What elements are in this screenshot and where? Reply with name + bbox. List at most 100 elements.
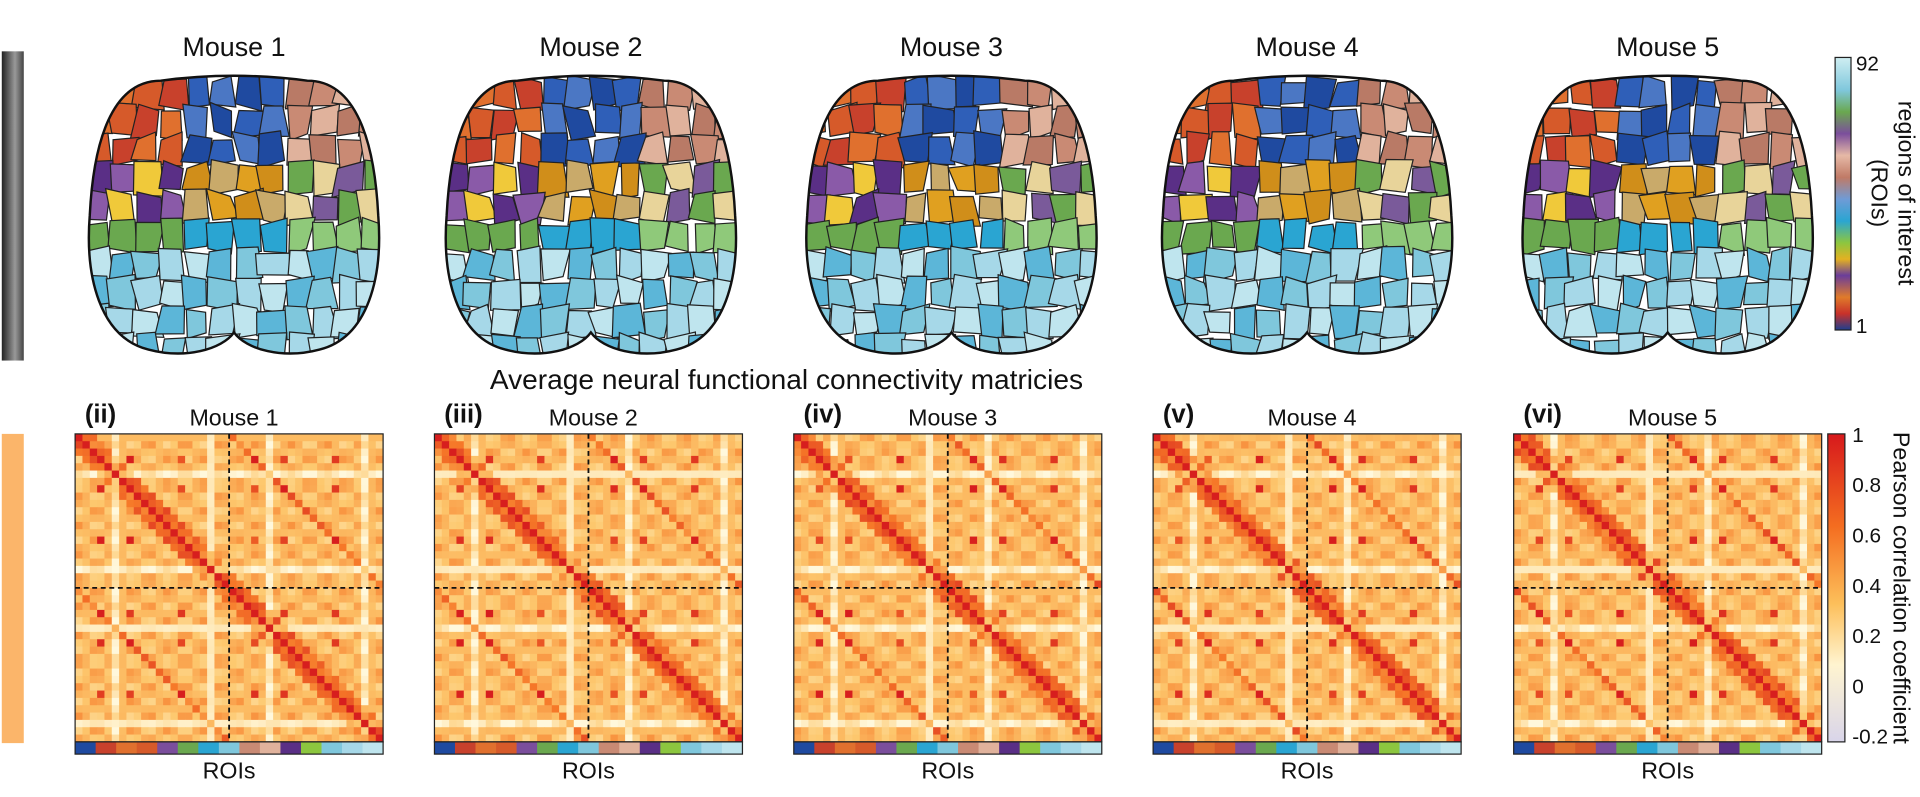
- matrix-cell: [486, 603, 494, 611]
- matrix-cell: [295, 610, 303, 618]
- matrix-cell: [75, 573, 83, 581]
- matrix-cell: [955, 537, 963, 545]
- matrix-cell: [185, 529, 193, 537]
- matrix-cell: [698, 654, 706, 662]
- matrix-cell: [618, 441, 626, 449]
- roi-cell: [181, 135, 212, 164]
- matrix-cell: [361, 449, 369, 457]
- matrix-cell: [522, 559, 530, 567]
- matrix-cell: [1006, 537, 1014, 545]
- matrix-cell: [376, 625, 384, 633]
- matrix-cell: [156, 610, 164, 618]
- matrix-cell: [698, 559, 706, 567]
- matrix-cell: [647, 471, 655, 479]
- matrix-cell: [830, 551, 838, 559]
- matrix-cell: [310, 669, 318, 677]
- roi-cell: [800, 336, 829, 363]
- matrix-cell: [493, 669, 501, 677]
- roi-cell: [1790, 192, 1820, 222]
- matrix-cell: [317, 478, 325, 486]
- matrix-cell: [889, 456, 897, 464]
- matrix-cell: [1043, 471, 1051, 479]
- matrix-cell: [992, 544, 1000, 552]
- matrix-cell: [684, 727, 692, 735]
- matrix-cell: [214, 485, 222, 493]
- matrix-cell: [860, 485, 868, 493]
- matrix-cell: [478, 595, 486, 603]
- matrix-cell: [698, 573, 706, 581]
- matrix-cell: [346, 456, 354, 464]
- matrix-cell: [148, 500, 156, 508]
- matrix-cell: [97, 493, 105, 501]
- matrix-cell: [148, 478, 156, 486]
- matrix-cell: [640, 720, 648, 728]
- matrix-cell: [1094, 522, 1102, 530]
- matrix-cell: [984, 441, 992, 449]
- matrix-cell: [574, 647, 582, 655]
- matrix-cell: [134, 544, 142, 552]
- matrix-cell: [200, 522, 208, 530]
- matrix-cell: [867, 566, 875, 574]
- matrix-cell: [662, 625, 670, 633]
- matrix-cell: [962, 507, 970, 515]
- matrix-cell: [376, 676, 384, 684]
- matrix-cell: [302, 529, 310, 537]
- matrix-cell: [662, 515, 670, 523]
- matrix-cell: [676, 441, 684, 449]
- matrix-cell: [566, 463, 574, 471]
- matrix-cell: [200, 551, 208, 559]
- matrix-cell: [178, 727, 186, 735]
- matrix-cell: [170, 500, 178, 508]
- matrix-cell: [816, 485, 824, 493]
- matrix-cell: [163, 478, 171, 486]
- matrix-cell: [310, 625, 318, 633]
- matrix-cell: [559, 625, 567, 633]
- matrix-cell: [552, 720, 560, 728]
- matrix-cell: [823, 463, 831, 471]
- matrix-cell: [816, 500, 824, 508]
- matrix-cell: [1006, 529, 1014, 537]
- matrix-cell: [207, 610, 215, 618]
- matrix-cell: [691, 529, 699, 537]
- matrix-cell: [82, 647, 90, 655]
- matrix-cell: [874, 471, 882, 479]
- matrix-cell: [493, 515, 501, 523]
- matrix-cell: [596, 566, 604, 574]
- matrix-cell: [735, 500, 743, 508]
- matrix-cell: [720, 727, 728, 735]
- matrix-cell: [207, 537, 215, 545]
- matrix-cell: [992, 456, 1000, 464]
- matrix-cell: [464, 610, 472, 618]
- matrix-cell: [236, 720, 244, 728]
- matrix-cell: [214, 647, 222, 655]
- matrix-cell: [566, 566, 574, 574]
- matrix-cell: [302, 727, 310, 735]
- matrix-cell: [346, 698, 354, 706]
- matrix-cell: [713, 559, 721, 567]
- matrix-cell: [647, 478, 655, 486]
- matrix-cell: [251, 463, 259, 471]
- matrix-cell: [75, 449, 83, 457]
- matrix-cell: [625, 617, 633, 625]
- matrix-cell: [713, 588, 721, 596]
- matrix-cell: [882, 434, 890, 442]
- matrix-cell: [559, 603, 567, 611]
- matrix-cell: [178, 588, 186, 596]
- matrix-cell: [478, 573, 486, 581]
- matrix-cell: [148, 449, 156, 457]
- matrix-cell: [478, 493, 486, 501]
- matrix-cell: [904, 537, 912, 545]
- matrix-cell: [992, 478, 1000, 486]
- matrix-cell: [713, 537, 721, 545]
- roi-cell: [924, 248, 949, 280]
- roi-cell: [463, 249, 495, 281]
- matrix-cell: [662, 683, 670, 691]
- matrix-cell: [288, 661, 296, 669]
- matrix-cell: [493, 551, 501, 559]
- matrix-cell: [808, 471, 816, 479]
- matrix-cell: [229, 515, 237, 523]
- matrix-cell: [97, 522, 105, 530]
- matrix-cell: [530, 595, 538, 603]
- matrix-cell: [346, 441, 354, 449]
- matrix-cell: [288, 588, 296, 596]
